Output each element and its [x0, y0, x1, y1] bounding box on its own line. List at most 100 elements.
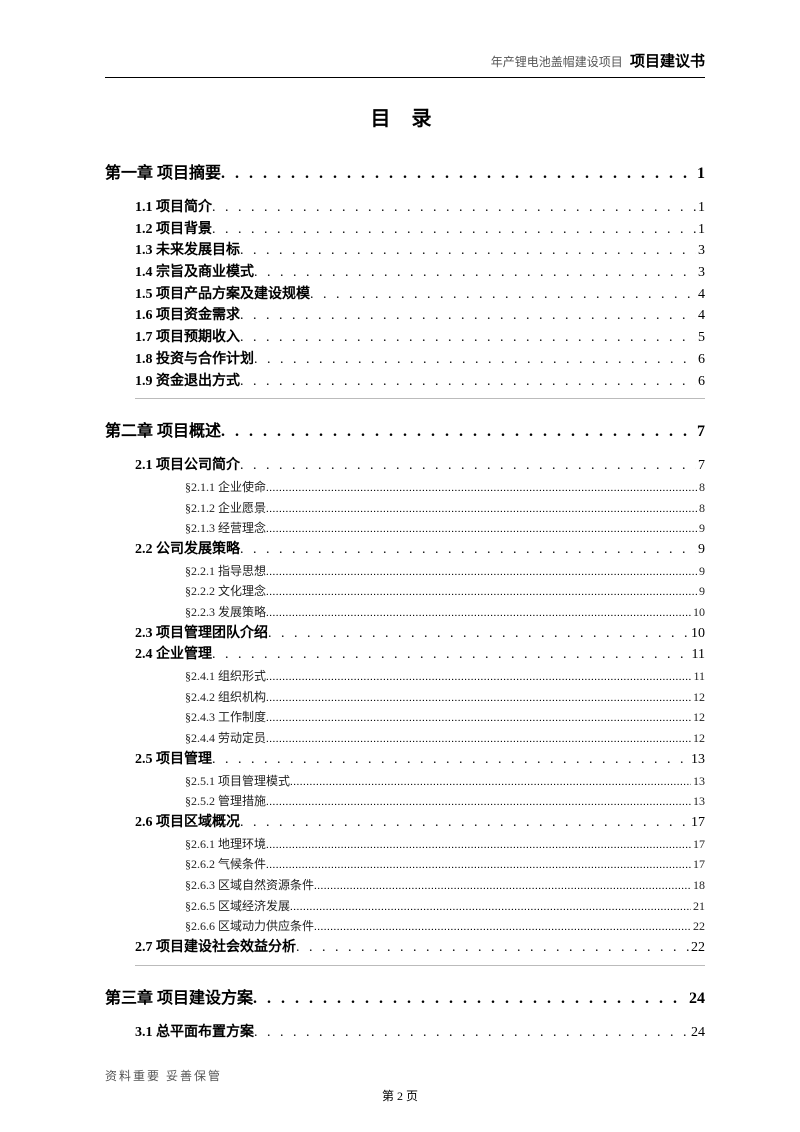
toc-label: 2.7 项目建设社会效益分析 [135, 937, 296, 959]
toc-dots: ........................................… [266, 709, 691, 728]
toc-label: 1.5 项目产品方案及建设规模 [135, 284, 310, 306]
toc-dots: ........................................… [266, 479, 697, 498]
toc-label: §2.4.3 工作制度 [185, 707, 266, 727]
toc-label: 2.1 项目公司简介 [135, 455, 240, 477]
toc-label: 2.3 项目管理团队介绍 [135, 623, 268, 645]
toc-page: 1 [695, 165, 705, 183]
toc-subsection: §2.2.3 发展策略 ............................… [185, 602, 705, 623]
toc-section: 1.3 未来发展目标 . . . . . . . . . . . . . . .… [135, 240, 705, 262]
toc-section: 1.7 项目预期收入 . . . . . . . . . . . . . . .… [135, 327, 705, 349]
toc-dots: . . . . . . . . . . . . . . . . . . . . … [240, 539, 696, 561]
toc-subsection: §2.6.6 区域动力供应条件 ........................… [185, 916, 705, 937]
toc-section: 1.8 投资与合作计划 . . . . . . . . . . . . . . … [135, 349, 705, 371]
toc-label: 第一章 项目摘要 [105, 159, 221, 183]
toc-subsection: §2.1.1 企业使命 ............................… [185, 477, 705, 498]
toc-dots: ........................................… [266, 583, 697, 602]
toc-section: 2.7 项目建设社会效益分析 . . . . . . . . . . . . .… [135, 937, 705, 959]
toc-page: 24 [687, 990, 705, 1008]
toc-dots: . . . . . . . . . . . . . . . . . . . . … [212, 219, 696, 241]
toc-label: 第二章 项目概述 [105, 417, 221, 441]
toc-page: 11 [691, 666, 705, 686]
toc-label: §2.2.1 指导思想 [185, 561, 266, 581]
toc-subsection: §2.5.2 管理措施 ............................… [185, 791, 705, 812]
toc-dots: . . . . . . . . . . . . . . . . . . . . … [240, 371, 696, 393]
toc-section: 2.2 公司发展策略 . . . . . . . . . . . . . . .… [135, 539, 705, 561]
toc-page: 4 [696, 305, 705, 327]
toc-section: 2.5 项目管理 . . . . . . . . . . . . . . . .… [135, 749, 705, 771]
toc-dots: ........................................… [266, 604, 691, 623]
toc-page: 7 [695, 423, 705, 441]
toc-label: 1.1 项目简介 [135, 197, 212, 219]
toc-page: 12 [691, 707, 705, 727]
toc-page: 21 [691, 896, 705, 916]
toc-section: 2.3 项目管理团队介绍 . . . . . . . . . . . . . .… [135, 623, 705, 645]
footer-left: 资料重要 妥善保管 [105, 1067, 222, 1084]
toc-subsection: §2.6.3 区域自然资源条件 ........................… [185, 875, 705, 896]
toc-label: §2.4.1 组织形式 [185, 666, 266, 686]
toc-dots: . . . . . . . . . . . . . . . . . . . . … [240, 455, 696, 477]
toc-page: 11 [690, 644, 705, 666]
toc-label: 1.9 资金退出方式 [135, 371, 240, 393]
toc-subsection: §2.4.1 组织形式 ............................… [185, 666, 705, 687]
toc-label: §2.4.4 劳动定员 [185, 728, 266, 748]
toc-chapter: 第三章 项目建设方案 . . . . . . . . . . . . . . .… [105, 984, 705, 1008]
toc-page: 13 [689, 749, 705, 771]
toc-label: §2.6.1 地理环境 [185, 834, 266, 854]
toc-chapter: 第二章 项目概述 . . . . . . . . . . . . . . . .… [105, 417, 705, 441]
toc-label: 第三章 项目建设方案 [105, 984, 253, 1008]
toc-label: 1.2 项目背景 [135, 219, 212, 241]
toc-section: 2.6 项目区域概况 . . . . . . . . . . . . . . .… [135, 812, 705, 834]
toc-label: 1.4 宗旨及商业模式 [135, 262, 254, 284]
toc-dots: ........................................… [314, 877, 691, 896]
toc-page: 24 [689, 1022, 705, 1044]
toc-page: 6 [696, 349, 705, 371]
toc-label: §2.2.3 发展策略 [185, 602, 266, 622]
toc-dots: . . . . . . . . . . . . . . . . . . . . … [221, 423, 695, 441]
toc-page: 3 [696, 240, 705, 262]
toc-label: 2.2 公司发展策略 [135, 539, 240, 561]
toc-page: 22 [691, 916, 705, 936]
toc-label: §2.6.2 气候条件 [185, 854, 266, 874]
toc-dots: . . . . . . . . . . . . . . . . . . . . … [268, 623, 689, 645]
toc-dots: . . . . . . . . . . . . . . . . . . . . … [240, 327, 696, 349]
toc-label: §2.6.3 区域自然资源条件 [185, 875, 314, 895]
toc-label: 3.1 总平面布置方案 [135, 1022, 254, 1044]
toc-subsection: §2.1.2 企业愿景 ............................… [185, 498, 705, 519]
toc-label: 2.5 项目管理 [135, 749, 212, 771]
toc-label: 2.6 项目区域概况 [135, 812, 240, 834]
toc-page: 13 [691, 771, 705, 791]
toc-dots: . . . . . . . . . . . . . . . . . . . . … [254, 1022, 689, 1044]
toc-chapter: 第一章 项目摘要 . . . . . . . . . . . . . . . .… [105, 159, 705, 183]
toc-page: 17 [691, 834, 705, 854]
toc-page: 18 [691, 875, 705, 895]
toc-label: §2.6.5 区域经济发展 [185, 896, 290, 916]
toc-page: 13 [691, 791, 705, 811]
toc-label: 2.4 企业管理 [135, 644, 212, 666]
toc-label: §2.5.1 项目管理模式 [185, 771, 290, 791]
toc-page: 7 [696, 455, 705, 477]
toc-subsection: §2.6.5 区域经济发展 ..........................… [185, 896, 705, 917]
toc-label: §2.4.2 组织机构 [185, 687, 266, 707]
toc-subsection: §2.1.3 经营理念 ............................… [185, 518, 705, 539]
toc-subsection: §2.2.1 指导思想 ............................… [185, 561, 705, 582]
toc-dots: . . . . . . . . . . . . . . . . . . . . … [254, 262, 696, 284]
toc-label: §2.2.2 文化理念 [185, 581, 266, 601]
toc-page: 10 [691, 602, 705, 622]
header-bold: 项目建议书 [630, 54, 705, 70]
toc-title: 目 录 [105, 102, 705, 131]
toc-dots: . . . . . . . . . . . . . . . . . . . . … [240, 240, 696, 262]
toc-page: 4 [696, 284, 705, 306]
toc-dots: . . . . . . . . . . . . . . . . . . . . … [221, 165, 695, 183]
toc-subsection: §2.4.2 组织机构 ............................… [185, 687, 705, 708]
toc-page: 9 [696, 539, 705, 561]
toc-dots: ........................................… [266, 730, 691, 749]
toc-section: 1.9 资金退出方式 . . . . . . . . . . . . . . .… [135, 371, 705, 393]
toc-section: 1.1 项目简介 . . . . . . . . . . . . . . . .… [135, 197, 705, 219]
toc-dots: . . . . . . . . . . . . . . . . . . . . … [240, 305, 696, 327]
toc-dots: . . . . . . . . . . . . . . . . . . . . … [296, 937, 689, 959]
toc-dots: ........................................… [266, 836, 691, 855]
toc-subsection: §2.4.4 劳动定员 ............................… [185, 728, 705, 749]
toc-dots: ........................................… [266, 793, 691, 812]
toc-label: 1.3 未来发展目标 [135, 240, 240, 262]
toc-dots: ........................................… [266, 689, 691, 708]
